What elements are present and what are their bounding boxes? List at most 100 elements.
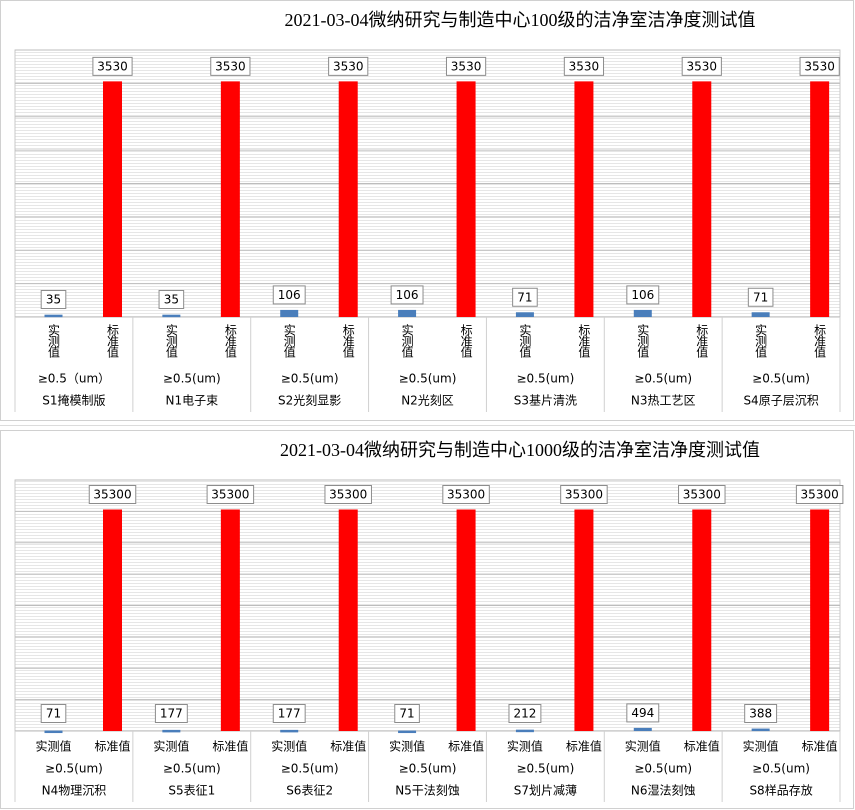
bar-label: 标准值 bbox=[813, 324, 827, 359]
category-label: S8样品存放 bbox=[749, 783, 812, 798]
bar bbox=[633, 727, 652, 731]
bar bbox=[810, 509, 830, 731]
data-label: 494 bbox=[631, 706, 654, 720]
bar bbox=[692, 81, 712, 317]
category-label: S1掩模制版 bbox=[42, 394, 105, 408]
category-label: S7划片减薄 bbox=[514, 783, 577, 798]
bar-label: 实测值 bbox=[636, 323, 650, 359]
data-label: 35300 bbox=[93, 487, 131, 501]
data-label-box bbox=[626, 285, 660, 305]
data-label-box bbox=[154, 704, 188, 723]
size-label: ≥0.5(um) bbox=[281, 372, 339, 386]
category-label: N5干法刻蚀 bbox=[395, 784, 460, 798]
bar bbox=[44, 730, 63, 734]
size-label: ≥0.5(um) bbox=[516, 372, 574, 386]
data-label-box bbox=[512, 287, 538, 307]
bar bbox=[515, 312, 534, 317]
bar-label: 标准值 bbox=[212, 739, 248, 754]
size-label: ≥0.5(um) bbox=[163, 372, 221, 386]
data-label-box bbox=[92, 56, 133, 76]
bar-label: 标准值 bbox=[459, 324, 473, 359]
bar-label: 实测值 bbox=[271, 739, 307, 754]
bar bbox=[456, 509, 476, 731]
bar-label: 实测值 bbox=[282, 323, 296, 359]
bar bbox=[280, 729, 299, 733]
data-label-box bbox=[206, 484, 255, 504]
bar bbox=[633, 309, 652, 317]
data-label: 3530 bbox=[804, 59, 835, 73]
data-label-box bbox=[210, 56, 251, 76]
bar-label: 实测值 bbox=[743, 739, 779, 754]
bar bbox=[280, 309, 299, 317]
bar-label: 实测值 bbox=[754, 323, 768, 359]
bar-label: 标准值 bbox=[577, 324, 591, 359]
data-label: 71 bbox=[46, 707, 61, 721]
data-label-box bbox=[795, 484, 844, 504]
bar bbox=[220, 509, 240, 731]
size-label: ≥0.5（um） bbox=[38, 372, 110, 386]
bar-label: 标准值 bbox=[695, 324, 709, 359]
size-label: ≥0.5(um) bbox=[752, 372, 810, 386]
bar-label: 实测值 bbox=[35, 739, 71, 754]
data-label: 71 bbox=[753, 290, 768, 304]
data-label: 106 bbox=[631, 288, 654, 302]
data-label-box bbox=[40, 290, 67, 309]
bar bbox=[810, 81, 830, 317]
bar-label: 实测值 bbox=[625, 739, 661, 754]
size-label: ≥0.5(um) bbox=[399, 372, 457, 386]
data-label-box bbox=[560, 484, 608, 504]
data-label-box bbox=[324, 484, 372, 504]
bar bbox=[162, 314, 181, 318]
data-label: 3530 bbox=[215, 59, 246, 73]
bar-label: 实测值 bbox=[507, 739, 543, 754]
bar-label: 实测值 bbox=[518, 323, 532, 359]
category-label: N4物理沉积 bbox=[42, 784, 107, 798]
bar-label: 标准值 bbox=[223, 324, 237, 359]
bar bbox=[103, 81, 122, 317]
bar bbox=[220, 81, 240, 317]
bar-label: 标准值 bbox=[802, 739, 838, 754]
category-label: N6湿法刻蚀 bbox=[631, 783, 696, 798]
category-label: N3热工艺区 bbox=[631, 394, 696, 408]
data-label-box bbox=[40, 704, 67, 723]
bar bbox=[338, 509, 358, 731]
size-label: ≥0.5(um) bbox=[281, 762, 339, 776]
data-label-box bbox=[158, 290, 185, 309]
data-label: 35300 bbox=[211, 487, 249, 501]
bar bbox=[692, 509, 712, 731]
bar-label: 实测值 bbox=[153, 739, 189, 754]
data-label-box bbox=[747, 287, 774, 307]
data-label: 3530 bbox=[97, 59, 128, 73]
bar bbox=[515, 729, 534, 733]
bar bbox=[574, 509, 594, 731]
data-label-box bbox=[394, 704, 420, 723]
data-label: 3530 bbox=[451, 59, 482, 73]
bar-label: 标准值 bbox=[684, 739, 720, 754]
category-label: S4原子层沉积 bbox=[743, 394, 818, 408]
data-label-box bbox=[678, 484, 726, 504]
bar-label: 实测值 bbox=[47, 323, 61, 359]
data-label: 71 bbox=[517, 290, 532, 304]
data-label-box bbox=[272, 704, 306, 723]
bar bbox=[456, 81, 476, 317]
data-label-box bbox=[88, 484, 137, 504]
data-label: 35300 bbox=[565, 487, 603, 501]
bar bbox=[574, 81, 594, 317]
bar-label: 标准值 bbox=[566, 739, 602, 754]
size-label: ≥0.5(um) bbox=[752, 762, 810, 776]
data-label: 212 bbox=[513, 707, 536, 721]
data-label-box bbox=[563, 56, 605, 76]
category-label: S5表征1 bbox=[168, 784, 215, 798]
data-label: 388 bbox=[749, 707, 772, 721]
data-label-box bbox=[626, 703, 660, 723]
data-label: 3530 bbox=[333, 59, 364, 73]
data-label-box bbox=[390, 285, 424, 305]
data-label-box bbox=[799, 56, 840, 76]
size-label: ≥0.5(um) bbox=[516, 762, 574, 776]
data-label: 3530 bbox=[569, 59, 600, 73]
data-label-box bbox=[744, 704, 778, 723]
bar-label: 标准值 bbox=[330, 739, 366, 754]
data-label-box bbox=[508, 704, 542, 723]
category-label: N1电子束 bbox=[165, 394, 218, 408]
